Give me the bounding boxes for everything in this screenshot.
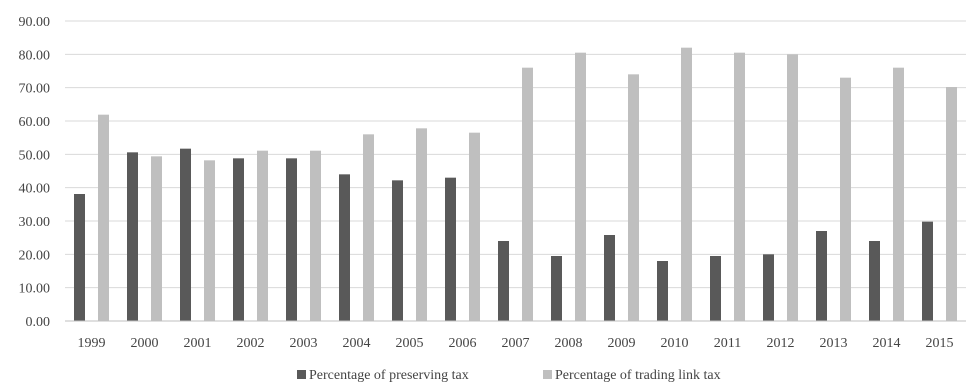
y-tick-label: 30.00: [19, 215, 51, 230]
bar-preserving-tax-2009: [604, 235, 615, 321]
bar-trading-link-tax-2002: [257, 150, 268, 321]
bar-trading-link-tax-2006: [469, 132, 480, 321]
x-tick-label: 1999: [78, 336, 106, 351]
x-tick-label: 2014: [873, 336, 901, 351]
bar-preserving-tax-2006: [445, 177, 456, 321]
bars: [74, 47, 957, 322]
grid-lines: [65, 20, 966, 289]
bar-preserving-tax-2002: [233, 158, 244, 321]
legend-swatch-preserving-tax: [297, 370, 306, 379]
x-tick-label: 2007: [502, 336, 530, 351]
bar-trading-link-tax-2003: [310, 150, 321, 321]
legend-label-preserving-tax: Percentage of preserving tax: [309, 368, 469, 383]
bar-trading-link-tax-2012: [787, 54, 798, 321]
y-tick-label: 20.00: [19, 248, 51, 263]
x-tick-label: 2009: [608, 336, 636, 351]
bar-trading-link-tax-2007: [522, 67, 533, 322]
x-tick-label: 2001: [184, 336, 212, 351]
y-tick-label: 50.00: [19, 148, 51, 163]
bar-preserving-tax-2000: [127, 152, 138, 321]
y-tick-label: 40.00: [19, 182, 51, 197]
bar-preserving-tax-2001: [180, 148, 191, 321]
bar-trading-link-tax-2013: [840, 77, 851, 322]
y-tick-label: 80.00: [19, 48, 51, 63]
x-tick-label: 2008: [555, 336, 583, 351]
x-tick-label: 2006: [449, 336, 477, 351]
bar-trading-link-tax-2001: [204, 160, 215, 321]
bar-preserving-tax-2010: [657, 261, 668, 321]
bar-trading-link-tax-2010: [681, 47, 692, 322]
bar-trading-link-tax-2009: [628, 74, 639, 321]
bar-trading-link-tax-2004: [363, 134, 374, 321]
bar-trading-link-tax-2000: [151, 156, 162, 321]
legend: Percentage of preserving tax Percentage …: [297, 368, 721, 383]
bar-preserving-tax-2005: [392, 180, 403, 321]
x-axis-ticks: 1999 2000 2001 2002 2003 2004 2005 2006 2007 2008…: [78, 336, 954, 351]
bar-trading-link-tax-2014: [893, 67, 904, 322]
x-tick-label: 2011: [714, 336, 741, 351]
x-tick-label: 2005: [396, 336, 424, 351]
legend-label-trading-link-tax: Percentage of trading link tax: [555, 368, 721, 383]
x-tick-label: 2003: [290, 336, 318, 351]
bar-preserving-tax-2007: [498, 241, 509, 321]
y-tick-label: 60.00: [19, 115, 51, 130]
x-tick-label: 2013: [820, 336, 848, 351]
bar-preserving-tax-2011: [710, 256, 721, 321]
y-axis-ticks: 0.00 10.00 20.00 30.00 40.00 50.00 60.00 70.00 8…: [19, 15, 51, 330]
x-tick-label: 2015: [926, 336, 954, 351]
bar-preserving-tax-2004: [339, 174, 350, 321]
y-tick-label: 70.00: [19, 82, 51, 97]
x-tick-label: 2010: [661, 336, 689, 351]
bar-trading-link-tax-1999: [98, 114, 109, 322]
x-tick-label: 2004: [343, 336, 371, 351]
bar-trading-link-tax-2015: [946, 87, 957, 321]
y-tick-label: 90.00: [19, 15, 51, 30]
x-tick-label: 2000: [131, 336, 159, 351]
legend-swatch-trading-link-tax: [543, 370, 552, 379]
bar-preserving-tax-2013: [816, 231, 827, 321]
x-tick-label: 2002: [237, 336, 265, 351]
bar-preserving-tax-2008: [551, 256, 562, 321]
bar-preserving-tax-2014: [869, 241, 880, 321]
bar-preserving-tax-2003: [286, 158, 297, 321]
bar-trading-link-tax-2005: [416, 128, 427, 321]
y-tick-label: 0.00: [26, 315, 51, 330]
bar-trading-link-tax-2011: [734, 52, 745, 322]
y-tick-label: 10.00: [19, 282, 51, 297]
x-tick-label: 2012: [767, 336, 795, 351]
bar-preserving-tax-1999: [74, 194, 85, 321]
bar-preserving-tax-2012: [763, 254, 774, 321]
bar-preserving-tax-2015: [922, 221, 933, 321]
bar-trading-link-tax-2008: [575, 52, 586, 322]
